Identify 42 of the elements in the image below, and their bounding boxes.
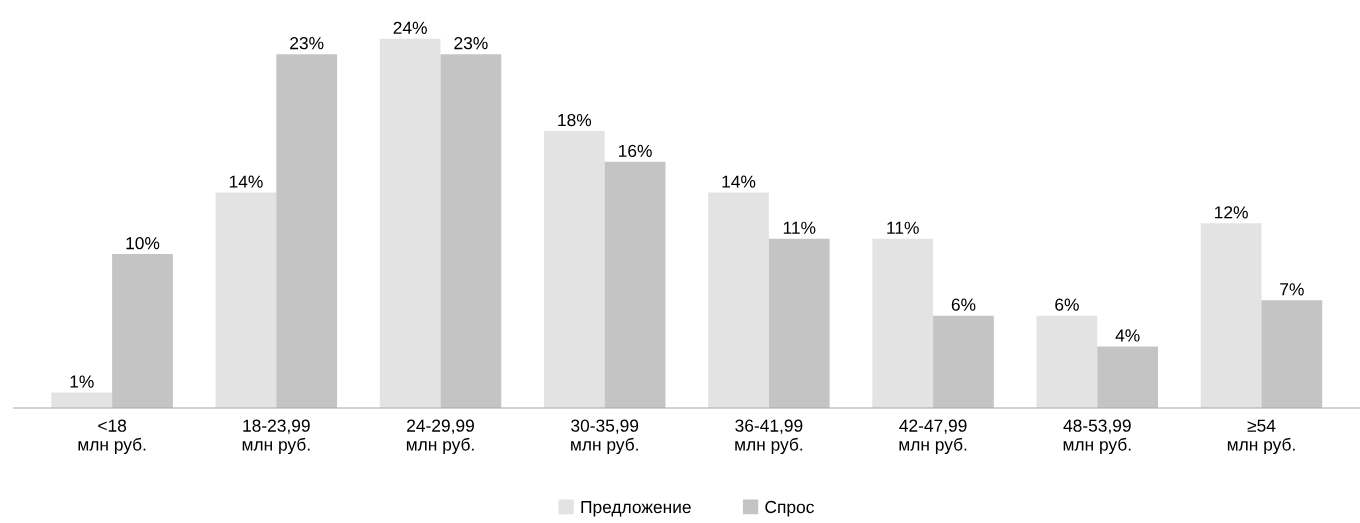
data-label: 24% [393,21,427,34]
bar [1097,346,1159,408]
data-label: 16% [619,144,652,157]
data-label: 23% [454,37,488,50]
bar [440,54,502,408]
data-label: 4% [1115,329,1140,342]
legend-label: Спрос [765,500,814,517]
data-label: 12% [1215,206,1248,219]
x-tick-label: 30-35,99 млн руб. [571,419,639,455]
bar [112,254,173,408]
data-label: 23% [290,37,324,50]
x-tick-label: 18-23,99 млн руб. [242,419,310,455]
data-label: 11% [887,221,919,234]
bar [1261,300,1323,408]
legend-label: Предложение [581,501,691,517]
data-label: 18% [558,113,592,127]
bar [604,161,666,408]
bar [708,192,769,408]
data-label: 11% [783,221,816,234]
bar [276,54,338,408]
x-tick-label: 24-29,99 млн руб. [406,419,474,455]
bar [543,131,605,408]
data-label: 14% [722,175,756,188]
bar [379,38,441,408]
bar [215,192,277,408]
data-label: 6% [951,298,976,311]
data-label: 10% [126,237,160,250]
bar [1036,315,1098,408]
x-tick-label: 36-41,99 млн руб. [735,419,803,455]
bar [933,315,994,408]
bar [1200,223,1262,408]
bar [872,238,934,408]
bar [51,392,113,408]
data-label: 1% [70,375,94,388]
data-label: 14% [229,175,263,188]
x-tick-label: <18 млн руб. [78,419,146,455]
x-tick-label: 48-53,99 млн руб. [1063,419,1131,455]
data-label: 7% [1280,283,1304,296]
x-tick-label: ≥54 млн руб. [1227,419,1295,455]
x-tick-label: 42-47,99 млн руб. [899,419,967,455]
bar [768,238,830,408]
data-label: 6% [1055,298,1079,311]
